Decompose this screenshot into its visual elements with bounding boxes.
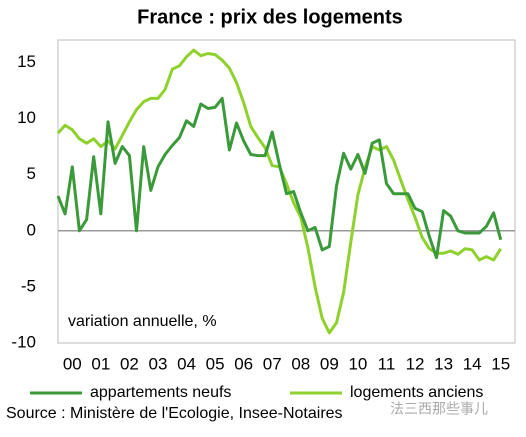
x-tick-label: 12 (406, 354, 425, 373)
x-tick-label: 14 (463, 354, 482, 373)
x-tick-label: 04 (177, 354, 196, 373)
chart-title: France : prix des logements (137, 6, 403, 28)
x-tick-label: 05 (206, 354, 225, 373)
annotation: variation annuelle, % (68, 313, 217, 330)
y-tick-label: -10 (11, 332, 36, 351)
x-tick-label: 13 (434, 354, 453, 373)
y-tick-label: 0 (27, 220, 36, 239)
source: Source : Ministère de l'Ecologie, Insee-… (6, 405, 343, 422)
x-tick-label: 11 (378, 354, 396, 373)
y-tick-label: 5 (27, 164, 36, 183)
x-tick-label: 03 (149, 354, 168, 373)
series-line (56, 48, 502, 335)
y-tick-label: 15 (17, 52, 36, 71)
x-tick-label: 15 (491, 354, 510, 373)
series-line (56, 96, 503, 260)
x-tick-label: 02 (120, 354, 139, 373)
legend-label: appartements neufs (90, 384, 231, 401)
x-tick-label: 07 (263, 354, 282, 373)
x-tick-label: 01 (91, 354, 110, 373)
x-tick-label: 10 (348, 354, 367, 373)
x-tick-label: 00 (63, 354, 82, 373)
watermark: 法三西那些事儿 (390, 401, 488, 417)
plot-frame (57, 39, 516, 344)
y-tick-label: -5 (21, 276, 36, 295)
y-tick-label: 10 (17, 108, 36, 127)
x-tick-label: 09 (320, 354, 339, 373)
x-tick-label: 06 (234, 354, 253, 373)
x-tick-label: 08 (291, 354, 310, 373)
legend-label: logements anciens (350, 384, 483, 401)
